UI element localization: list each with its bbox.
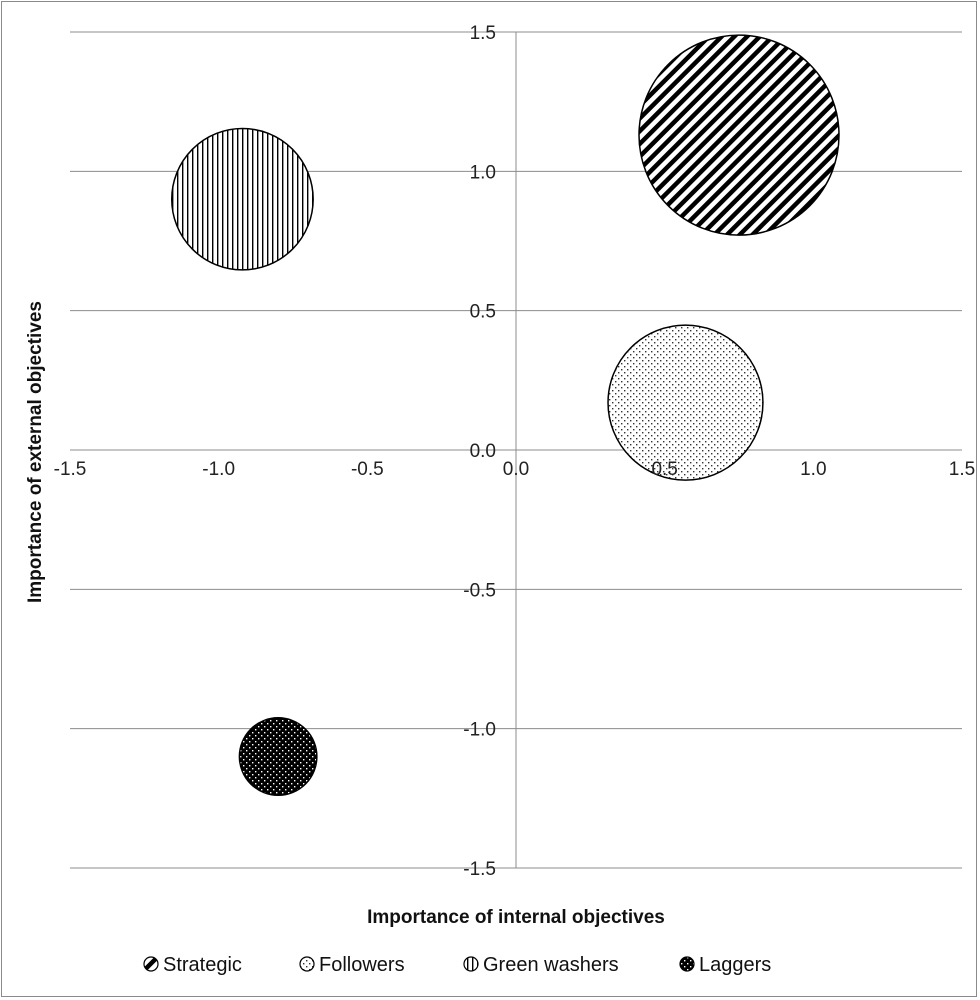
axes [70, 32, 962, 868]
y-tick-label: -1.5 [463, 859, 496, 880]
legend-item-green-washers: Green washers [463, 954, 619, 976]
bubble-followers [607, 324, 764, 481]
x-tick-label: -1.0 [202, 459, 235, 480]
legend-item-laggers: Laggers [679, 954, 771, 976]
tick-labels: -1.5 -1.0 -0.5 0.0 0.5 1.0 1.5 -1.5 -1.0 -0.5 0.0 0… [54, 23, 976, 880]
y-tick-label: 0.5 [470, 302, 496, 323]
legend-swatch [463, 956, 479, 972]
x-tick-label: 1.5 [949, 459, 975, 480]
x-tick-label: 0.0 [503, 459, 529, 480]
legend-item-followers: Followers [299, 954, 405, 976]
legend-swatch [299, 956, 315, 972]
y-tick-label: -0.5 [463, 580, 496, 601]
bubble-strategic [638, 34, 840, 236]
y-tick-label: -1.0 [463, 720, 496, 741]
legend-label: Followers [319, 954, 405, 976]
y-tick-label: 0.0 [470, 441, 496, 462]
x-tick-label: -0.5 [351, 459, 384, 480]
x-tick-label: 1.0 [800, 459, 826, 480]
x-axis-title: Importance of internal objectives [367, 907, 665, 928]
bubble-laggers [238, 717, 318, 797]
legend-item-strategic: Strategic [143, 954, 242, 976]
y-tick-label: 1.0 [470, 162, 496, 183]
legend-swatch [143, 956, 159, 972]
bubbles [170, 34, 840, 797]
bubble-green-washers [170, 127, 314, 271]
y-tick-label: 1.5 [470, 23, 496, 44]
x-tick-label: 0.5 [651, 459, 677, 480]
legend: Strategic Followers Green washers Laggers [143, 954, 771, 976]
legend-label: Laggers [699, 954, 771, 976]
x-tick-label: -1.5 [54, 459, 87, 480]
legend-swatch [679, 956, 695, 972]
legend-label: Green washers [483, 954, 619, 976]
y-axis-title: Importance of external objectives [25, 301, 46, 603]
legend-label: Strategic [163, 954, 242, 976]
